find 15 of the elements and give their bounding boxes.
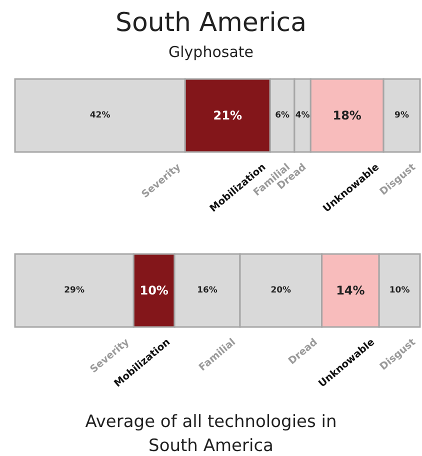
chart-subtitle: Glyphosate: [168, 43, 254, 61]
data-label: 10%: [389, 286, 410, 296]
text: Average of all technologies in South America: [85, 412, 337, 456]
data-label: 16%: [197, 286, 218, 296]
data-label: 20%: [270, 286, 292, 296]
data-label: 6%: [275, 110, 290, 120]
data-label: 29%: [64, 286, 85, 296]
data-label: 14%: [336, 284, 365, 298]
data-label: 42%: [90, 110, 111, 120]
data-label: 10%: [140, 284, 168, 298]
data-label: 21%: [213, 108, 242, 122]
chart-title: South America: [115, 8, 307, 38]
data-label: 18%: [332, 108, 362, 122]
data-label: 9%: [394, 110, 410, 120]
data-label: 4%: [295, 110, 310, 120]
